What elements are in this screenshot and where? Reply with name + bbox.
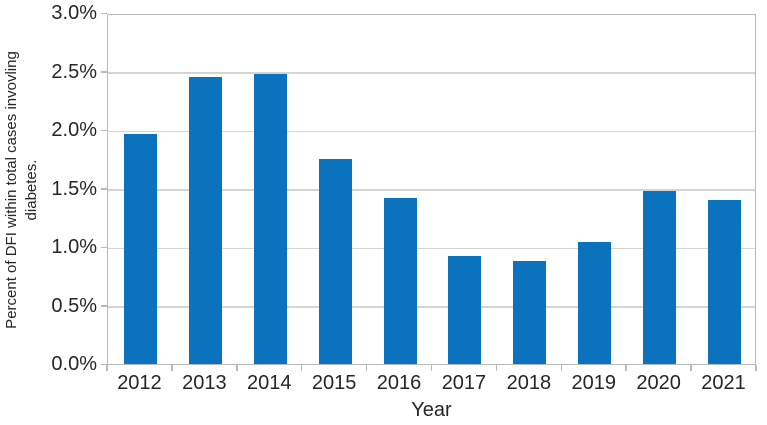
x-tick-label: 2019 — [571, 372, 616, 394]
y-tick-mark — [101, 246, 107, 248]
y-tick-label: 1.5% — [51, 177, 97, 200]
plot-area — [107, 14, 756, 365]
x-tick-mark — [171, 365, 173, 371]
y-tick-mark — [101, 305, 107, 307]
bar-2020 — [643, 190, 677, 364]
gridline — [108, 306, 755, 308]
bar-2013 — [188, 77, 222, 364]
x-tick-mark — [690, 365, 692, 371]
y-tick-mark — [101, 71, 107, 73]
x-tick-mark — [755, 365, 757, 371]
bar-2015 — [318, 159, 352, 364]
y-tick-label: 2.0% — [51, 119, 97, 141]
bar-2018 — [513, 261, 547, 364]
y-tick-label: 2.5% — [51, 60, 97, 83]
x-tick-mark — [430, 365, 433, 371]
bar-2014 — [253, 73, 287, 364]
y-tick-label: 1.0% — [51, 236, 97, 258]
x-tick-label: 2018 — [506, 372, 552, 394]
x-tick-mark — [495, 365, 498, 371]
x-tick-label: 2021 — [701, 372, 746, 394]
y-tick-mark — [101, 129, 107, 131]
gridline — [108, 189, 755, 191]
x-tick-label: 2015 — [311, 372, 357, 394]
x-tick-label: 2014 — [246, 372, 292, 394]
x-tick-label: 2012 — [117, 372, 162, 394]
x-tick-mark — [300, 365, 303, 371]
y-tick-mark — [101, 12, 107, 14]
gridline — [108, 130, 755, 132]
gridline — [108, 72, 755, 74]
x-tick-mark — [560, 365, 563, 371]
x-tick-mark — [106, 365, 108, 371]
x-tick-label: 2017 — [441, 372, 487, 394]
bar-2016 — [383, 197, 417, 364]
x-tick-mark — [365, 365, 368, 371]
y-tick-label: 3.0% — [51, 2, 97, 24]
y-tick-mark — [101, 363, 107, 365]
x-tick-mark — [236, 365, 238, 371]
x-axis-title: Year — [411, 399, 452, 421]
bar-2012 — [123, 133, 157, 364]
y-tick-label: 0.0% — [51, 353, 97, 375]
y-tick-mark — [101, 188, 107, 190]
x-tick-label: 2013 — [182, 372, 227, 394]
x-tick-mark — [625, 365, 627, 371]
bar-2021 — [708, 200, 742, 364]
x-tick-label: 2016 — [376, 372, 422, 394]
y-tick-label: 0.5% — [51, 294, 97, 317]
gridline — [108, 247, 755, 249]
bar-2019 — [578, 242, 612, 364]
x-tick-label: 2020 — [636, 372, 681, 394]
bar-2017 — [448, 256, 482, 364]
